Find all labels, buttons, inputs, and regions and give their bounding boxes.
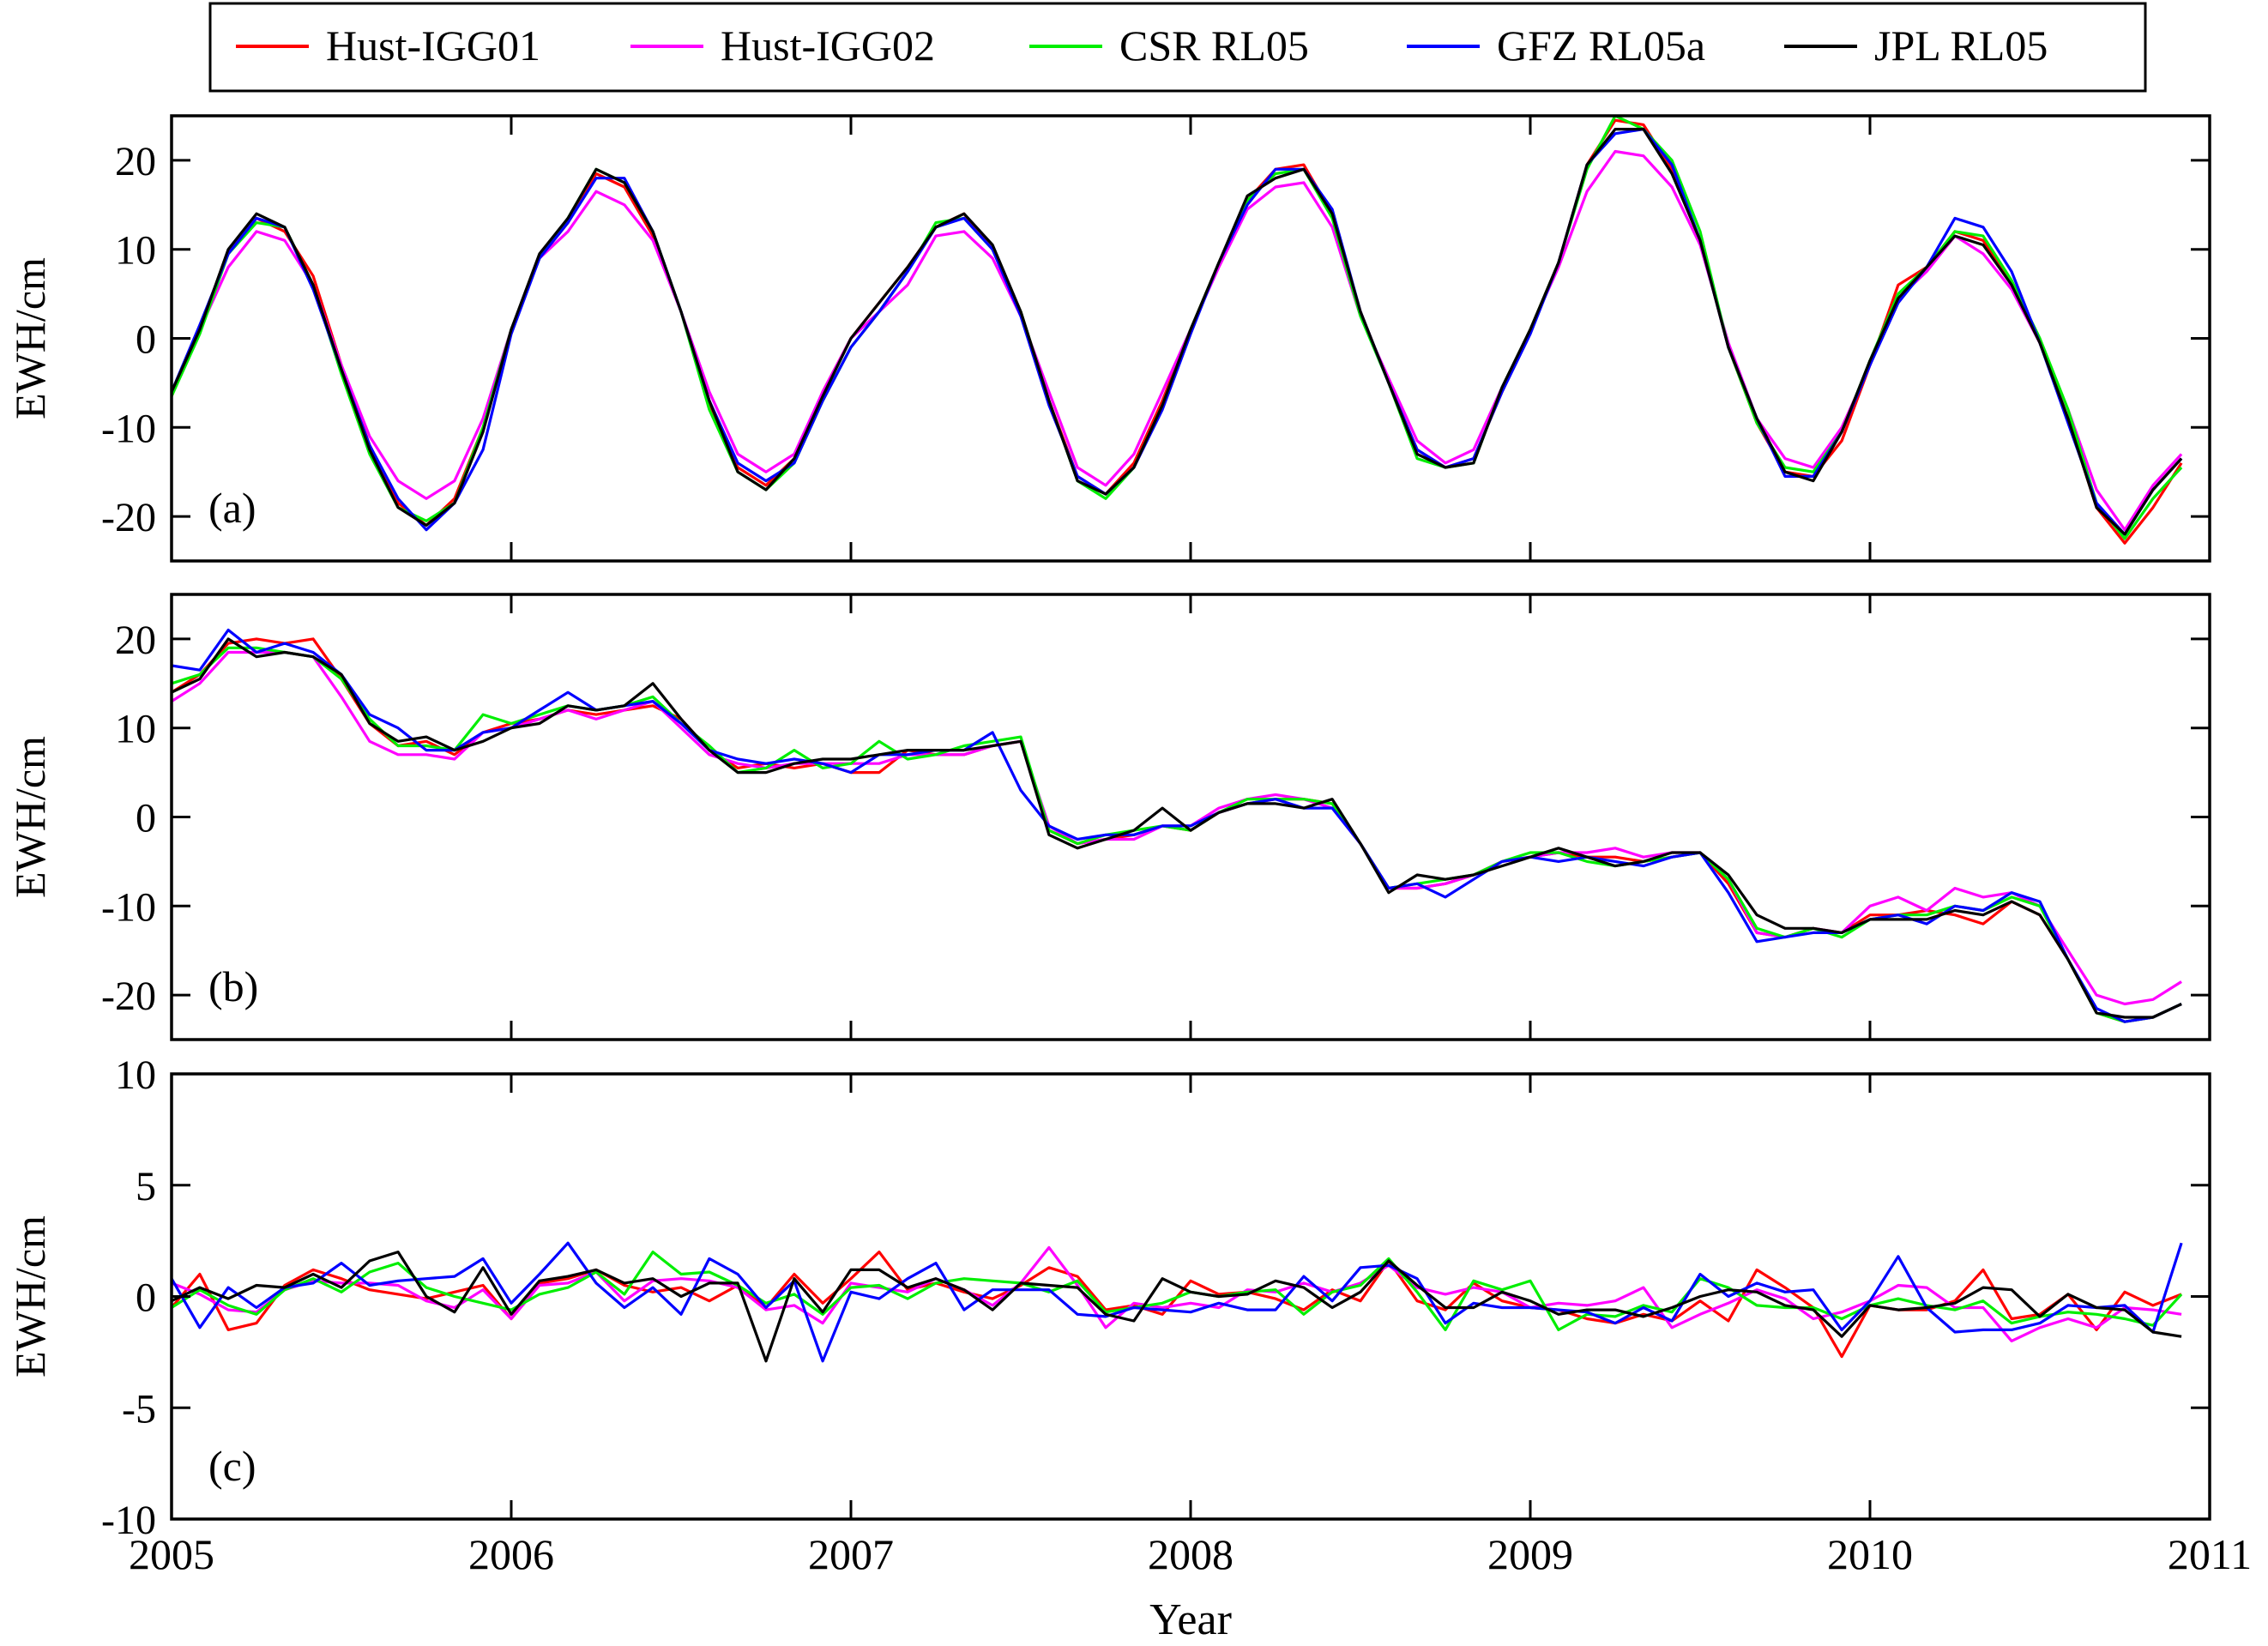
x-axis-tick-labels: 2005 2006 2007 2008 2009 2010 2011: [129, 1530, 2252, 1578]
series-line-jpl-rl05: [172, 637, 2182, 1019]
y-tick-label: -10: [101, 406, 156, 451]
y-tick-label: 0: [136, 317, 156, 363]
series-line-gfz-rl05a: [172, 628, 2182, 1023]
x-tick-label: 2006: [468, 1530, 554, 1578]
panel-c: 10 5 0 -5 -10 EWH/cm (c): [6, 1052, 2211, 1543]
y-tick-label: -10: [101, 1498, 156, 1543]
series-group: [172, 628, 2182, 1023]
series-line-jpl-rl05: [172, 128, 2183, 536]
series-line-hust-igg01: [172, 637, 2182, 1023]
x-tick-label: 2009: [1487, 1530, 1573, 1578]
plot-frame: [170, 593, 2211, 1041]
y-tick-label: 5: [136, 1164, 156, 1209]
x-tick-label: 2007: [808, 1530, 894, 1578]
y-tick-label: 0: [136, 796, 156, 841]
legend-label: GFZ RL05a: [1497, 21, 1705, 69]
legend-label: CSR RL05: [1119, 21, 1309, 69]
series-line-gfz-rl05a: [172, 128, 2183, 536]
y-axis-label: EWH/cm: [6, 257, 54, 419]
panel-label: (c): [208, 1442, 256, 1490]
y-tick-label: -5: [122, 1386, 156, 1432]
y-tick-label: -20: [101, 495, 156, 540]
x-tick-label: 2011: [2168, 1530, 2252, 1578]
legend: Hust-IGG01 Hust-IGG02 CSR RL05 GFZ RL05a JPL…: [208, 2, 2147, 93]
x-tick-label: 2008: [1148, 1530, 1234, 1578]
y-tick-label: 10: [115, 228, 156, 274]
legend-label: Hust-IGG02: [721, 21, 935, 69]
series-line-csr-rl05: [172, 116, 2183, 540]
y-tick-label: 20: [115, 618, 156, 663]
panel-a: 20 10 0 -10 -20 EWH/cm (a): [6, 114, 2211, 563]
y-tick-label: -20: [101, 974, 156, 1019]
x-tick-label: 2005: [129, 1530, 214, 1578]
plot-frame: [170, 114, 2211, 563]
panel-label: (b): [208, 962, 258, 1010]
legend-label: JPL RL05: [1874, 21, 2048, 69]
series-line-gfz-rl05a: [172, 1241, 2183, 1363]
series-group: [172, 116, 2183, 545]
x-axis-label: Year: [1149, 1595, 1232, 1644]
y-tick-label: 10: [115, 707, 156, 752]
series-group: [172, 1241, 2183, 1363]
series-line-jpl-rl05: [172, 1250, 2182, 1363]
y-tick-label: 20: [115, 139, 156, 184]
y-axis-label: EWH/cm: [6, 736, 54, 898]
series-line-csr-rl05: [172, 646, 2182, 1023]
y-axis-label: EWH/cm: [6, 1215, 54, 1378]
legend-label: Hust-IGG01: [326, 21, 540, 69]
x-tick-label: 2010: [1827, 1530, 1913, 1578]
y-tick-label: -10: [101, 884, 156, 930]
plot-frame: [170, 1072, 2211, 1521]
panel-label: (a): [208, 484, 256, 532]
y-tick-label: 0: [136, 1275, 156, 1321]
series-line-hust-igg01: [172, 118, 2183, 545]
series-line-hust-igg02: [172, 1245, 2182, 1343]
panel-b: 20 10 0 -10 -20 EWH/cm (b): [6, 593, 2211, 1041]
y-tick-label: 10: [115, 1052, 156, 1098]
